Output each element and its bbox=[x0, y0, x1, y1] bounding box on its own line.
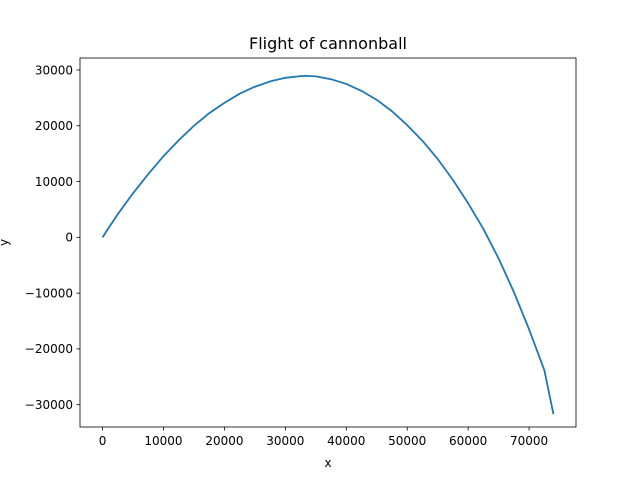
y-tick-label: −30000 bbox=[25, 398, 73, 412]
plot-frame bbox=[79, 57, 577, 428]
y-axis-label: y bbox=[0, 239, 11, 246]
y-tick-label: 20000 bbox=[35, 119, 73, 133]
x-tick-label: 30000 bbox=[266, 434, 304, 448]
x-tick-label: 70000 bbox=[510, 434, 548, 448]
y-tick-label: −20000 bbox=[25, 342, 73, 356]
x-tick-label: 0 bbox=[99, 434, 107, 448]
y-tick-label: 10000 bbox=[35, 175, 73, 189]
tick-group: 0 10000 20000 30000 40000 50000 60000 70000 −300… bbox=[25, 63, 548, 448]
plot-area bbox=[80, 58, 576, 427]
x-tick-label: 40000 bbox=[327, 434, 365, 448]
series-line-trajectory bbox=[101, 74, 555, 415]
x-axis-label: x bbox=[324, 456, 331, 470]
chart-title: Flight of cannonball bbox=[249, 34, 407, 53]
y-tick-label: 30000 bbox=[35, 63, 73, 77]
series-layer bbox=[101, 74, 555, 415]
y-tick-label: 0 bbox=[65, 231, 73, 245]
y-tick-label: −10000 bbox=[25, 286, 73, 300]
x-tick-label: 20000 bbox=[205, 434, 243, 448]
x-tick-label: 10000 bbox=[144, 434, 182, 448]
x-tick-label: 50000 bbox=[388, 434, 426, 448]
x-tick-label: 60000 bbox=[449, 434, 487, 448]
